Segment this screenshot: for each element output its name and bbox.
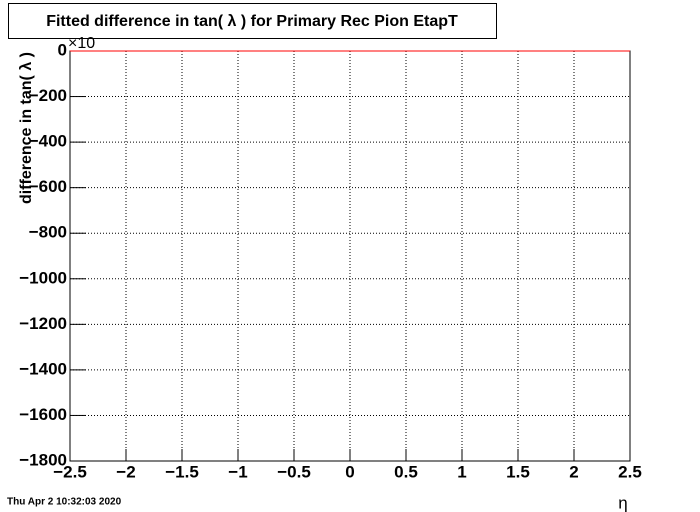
y-tick-label: −200: [29, 86, 67, 105]
y-exponent: ×10: [68, 35, 95, 52]
y-tick-label: −1200: [19, 314, 67, 333]
y-tick-label: −800: [29, 223, 67, 242]
x-tick-label: 0: [345, 462, 354, 481]
y-tick-label: 0: [58, 40, 67, 59]
x-tick-label: −1.5: [165, 462, 199, 481]
title-box: [8, 3, 497, 39]
x-tick-label: −2.5: [53, 462, 87, 481]
x-tick-label: −2: [116, 462, 135, 481]
x-tick-label: 2: [569, 462, 578, 481]
x-tick-label: 1.5: [506, 462, 530, 481]
x-tick-label: 2.5: [618, 462, 642, 481]
chart-title: Fitted difference in tan( λ ) for Primar…: [46, 13, 458, 30]
y-tick-label: −1600: [19, 405, 67, 424]
y-tick-label: −1000: [19, 268, 67, 287]
x-tick-label: −1: [228, 462, 247, 481]
y-tick-label: −1400: [19, 359, 67, 378]
y-axis-label: difference in tan( λ ): [18, 52, 35, 204]
x-axis-label: η: [618, 493, 627, 512]
y-tick-label: −400: [29, 132, 67, 151]
x-tick-label: 1: [457, 462, 466, 481]
y-tick-label: −600: [29, 177, 67, 196]
x-tick-label: −0.5: [277, 462, 311, 481]
y-tick-label: −1800: [19, 450, 67, 469]
timestamp: Thu Apr 2 10:32:03 2020: [7, 497, 122, 508]
x-tick-label: 0.5: [394, 462, 418, 481]
